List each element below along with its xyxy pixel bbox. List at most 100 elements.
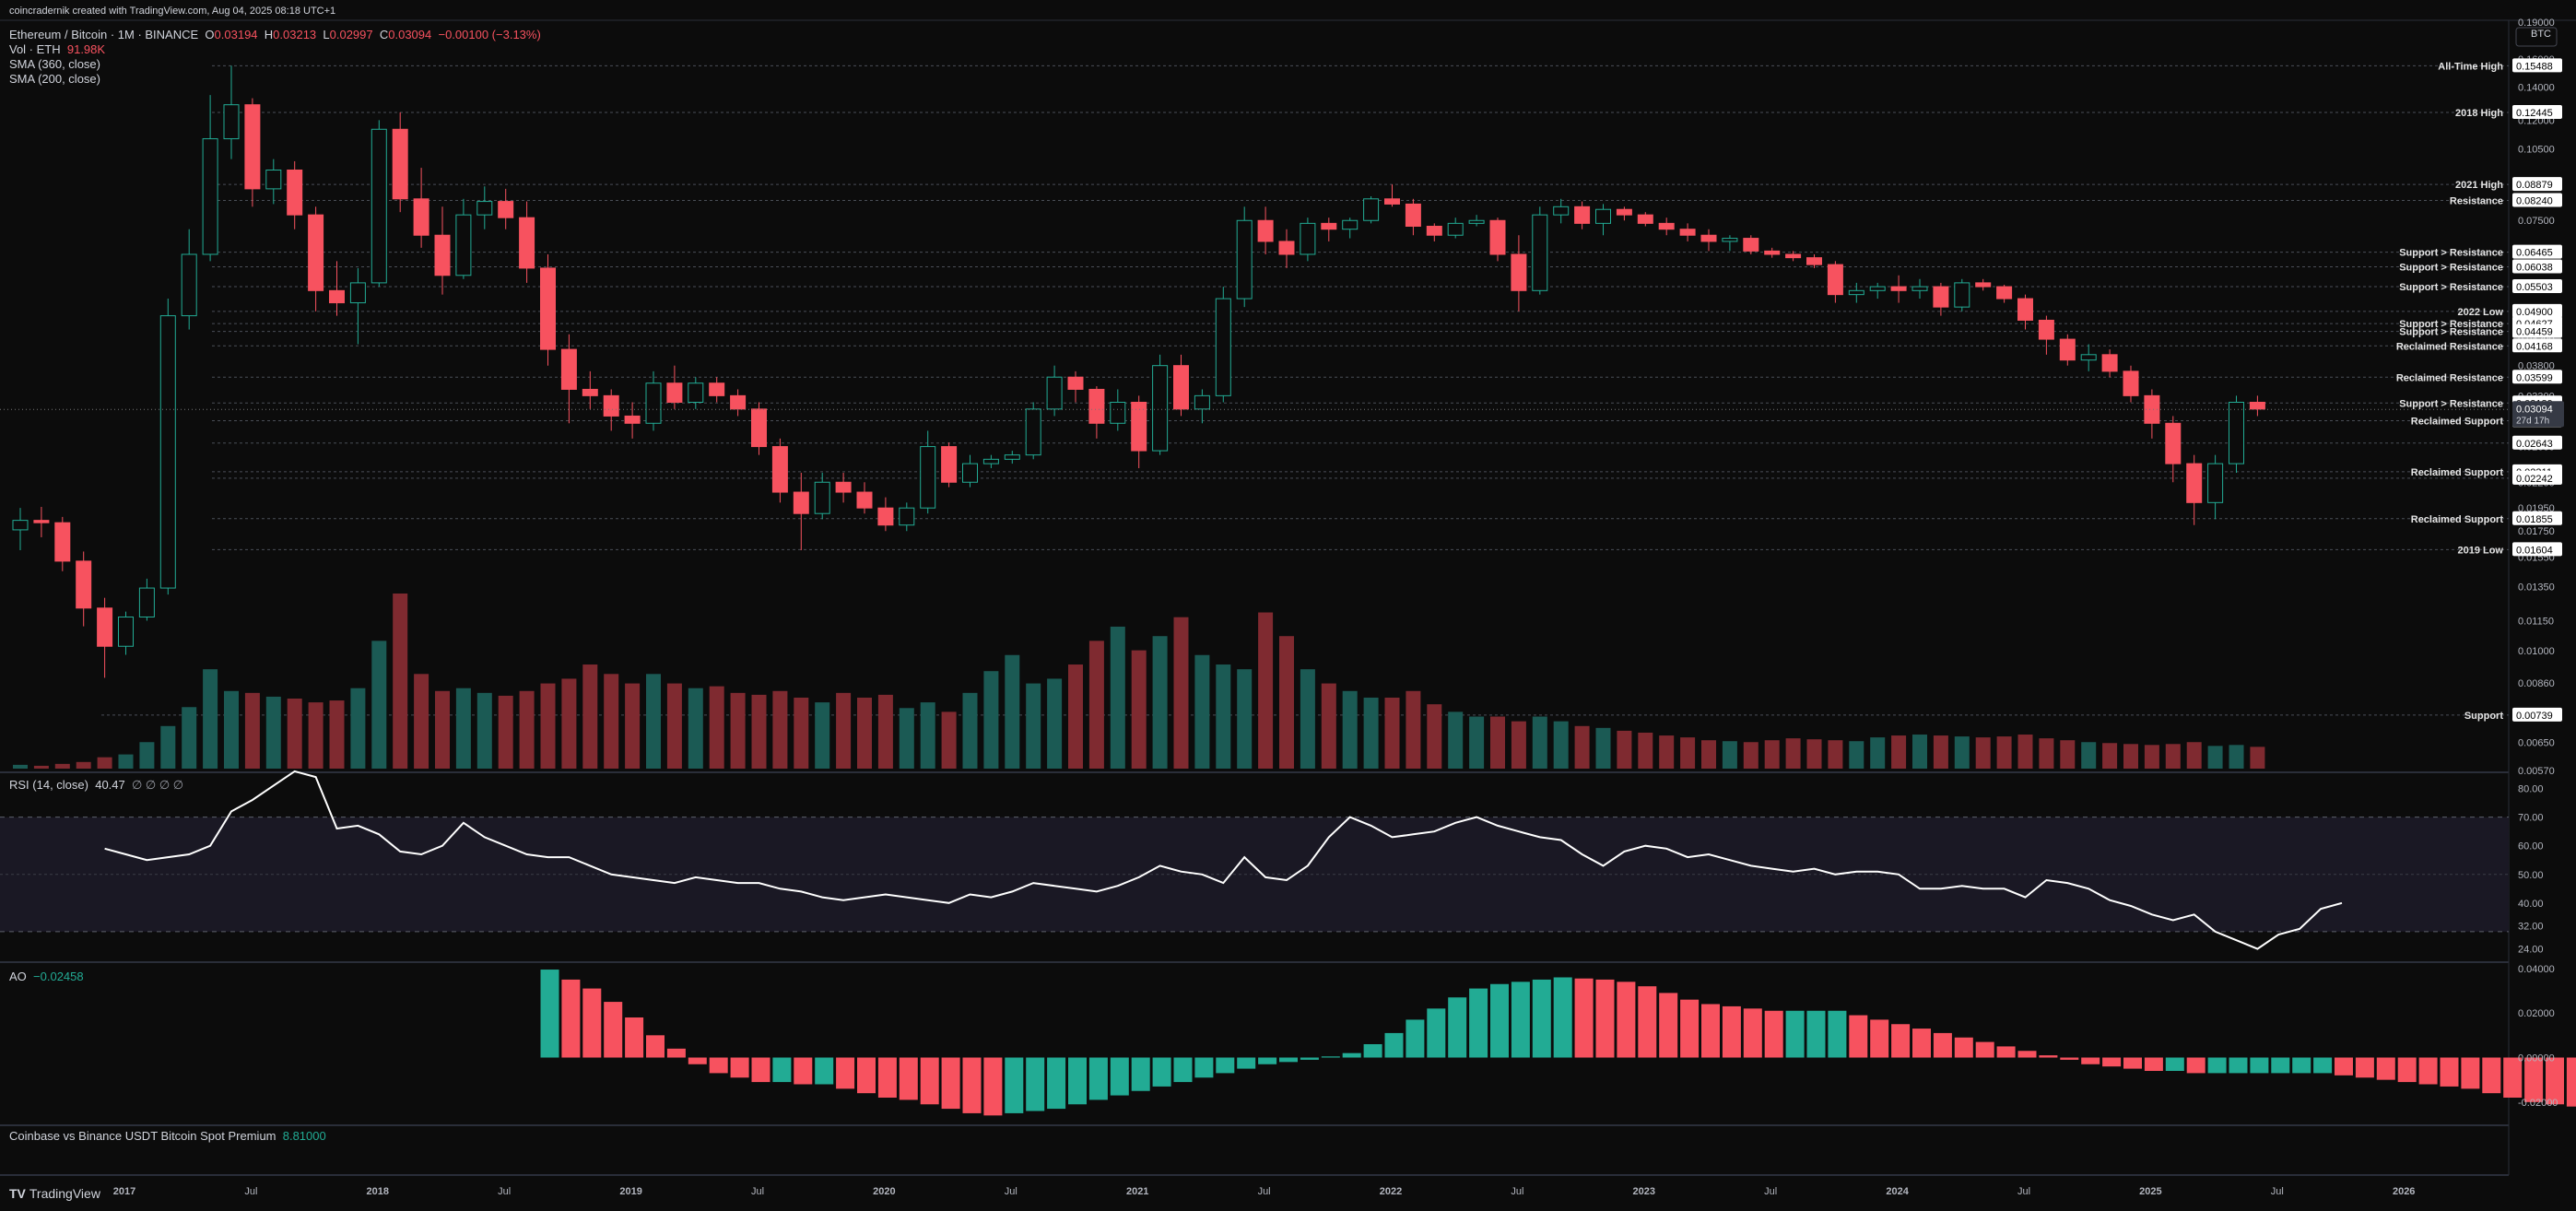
open-value: 0.03194	[214, 28, 258, 41]
ao-bar	[1722, 1005, 1741, 1058]
volume-bar	[76, 761, 91, 769]
volume-bar	[836, 692, 852, 769]
candle-body	[1046, 376, 1063, 410]
ao-bar	[582, 988, 602, 1058]
candle-body	[1426, 226, 1442, 236]
candle-body	[265, 170, 282, 190]
candle-body	[982, 458, 999, 464]
candle-body	[1173, 365, 1189, 410]
volume-bar	[1469, 716, 1485, 769]
candle-body	[1911, 286, 1928, 291]
ao-bar	[1279, 1057, 1298, 1063]
time-axis-tick: 2024	[1886, 1186, 1909, 1197]
level-lines: All-Time High 2018 High 2021 High Resistanc…	[101, 61, 2509, 722]
price-tag-text: 0.15488	[2516, 61, 2553, 72]
volume-bar	[1722, 741, 1737, 769]
candle-body	[1468, 219, 1485, 224]
price-tag	[2512, 511, 2562, 525]
current-price-text: 0.03094	[2516, 404, 2553, 415]
price-tag-text: 0.02643	[2516, 439, 2553, 450]
sma1-legend[interactable]: SMA (360, close)	[9, 57, 100, 71]
price-tag	[2512, 470, 2562, 485]
volume-legend[interactable]: Vol · ETH 91.98K	[9, 42, 105, 56]
volume-bar	[540, 683, 556, 769]
rsi-axis-tick: 70.00	[2518, 813, 2544, 824]
ao-bar	[625, 1017, 644, 1058]
candle-body	[1300, 222, 1316, 255]
tradingview-brand[interactable]: TV TradingView	[9, 1186, 100, 1201]
ao-bar	[1617, 982, 1636, 1058]
ao-bar	[2418, 1057, 2438, 1085]
time-axis[interactable]: 2017 Jul 2018 Jul 2019 Jul 2020 Jul 2021 Jul 2022 J…	[113, 27, 2558, 1197]
volume-bar	[962, 692, 978, 769]
price-tag	[2512, 193, 2562, 207]
candle-body	[603, 394, 619, 417]
candle-body	[1278, 241, 1295, 255]
sma2-legend[interactable]: SMA (200, close)	[9, 72, 100, 86]
ao-bar	[730, 1057, 749, 1078]
candle-body	[1616, 208, 1632, 216]
price-axis[interactable]: 0.190000.160000.140000.120000.105000.090…	[0, 18, 2564, 777]
volume-bar	[97, 757, 112, 769]
volume-bar	[1553, 721, 1569, 769]
price-axis-tick: 0.03800	[2518, 361, 2555, 372]
volume-bar	[287, 699, 302, 769]
rsi-legend[interactable]: RSI (14, close) 40.47 ∅ ∅ ∅ ∅	[9, 778, 183, 793]
volume-bar	[1891, 735, 1907, 769]
ao-bar	[561, 979, 581, 1058]
currency-label[interactable]: BTC	[2531, 29, 2551, 40]
candle-body	[138, 587, 155, 617]
price-tag	[2512, 177, 2562, 192]
price-tag	[2512, 58, 2562, 73]
candle-body	[392, 128, 408, 200]
price-tag-text: 0.06465	[2516, 248, 2553, 259]
rsi-axis-tick: 32.00	[2518, 922, 2544, 933]
candle-body	[1131, 401, 1147, 452]
open-label: O	[205, 28, 215, 41]
volume-bar	[1258, 612, 1274, 769]
ao-bar	[1849, 1015, 1868, 1058]
rsi-axis-tick: 50.00	[2518, 870, 2544, 881]
symbol-name[interactable]: Ethereum / Bitcoin · 1M · BINANCE	[9, 28, 199, 41]
candle-body	[181, 253, 197, 317]
price-axis-tick: 0.01350	[2518, 582, 2555, 593]
candle-body	[476, 201, 493, 216]
volume-bar	[2123, 744, 2138, 769]
candle-body	[1553, 206, 1570, 216]
volume-bar	[1933, 735, 1948, 769]
price-tag-text: 0.04900	[2516, 307, 2553, 318]
price-tag	[2512, 338, 2562, 353]
premium-legend[interactable]: Coinbase vs Binance USDT Bitcoin Spot Pr…	[9, 1129, 326, 1143]
ao-bar	[941, 1057, 960, 1110]
level-label: Support > Resistance	[2399, 248, 2503, 259]
volume-label: Vol · ETH	[9, 42, 61, 56]
price-axis-tick: 0.01750	[2518, 526, 2555, 537]
volume-bar	[1152, 636, 1168, 769]
volume-bar	[393, 594, 408, 769]
ao-bar	[1595, 979, 1615, 1058]
volume-bar	[435, 690, 450, 769]
candle-body	[455, 214, 472, 276]
ao-bar	[2440, 1057, 2459, 1087]
price-tag-text: 0.02242	[2516, 474, 2553, 485]
volume-bar	[1216, 664, 1231, 769]
ao-legend[interactable]: AO −0.02458	[9, 970, 84, 983]
ao-bar	[709, 1057, 728, 1074]
level-label: Reclaimed Support	[2411, 417, 2504, 428]
volume-bar	[1321, 683, 1336, 769]
candle-body	[1722, 238, 1738, 242]
time-axis-tick: 2022	[1380, 1186, 1402, 1197]
time-axis-tick: 2017	[113, 1186, 135, 1197]
ao-bar	[1088, 1057, 1108, 1100]
sma2-label: SMA (200, close)	[9, 72, 100, 86]
price-tag	[2512, 244, 2562, 259]
time-axis-tick: Jul	[1764, 1186, 1777, 1197]
ao-bar	[1216, 1057, 1235, 1074]
ohlc-legend[interactable]: Ethereum / Bitcoin · 1M · BINANCE O0.031…	[9, 28, 541, 41]
time-axis-tick: 2021	[1126, 1186, 1148, 1197]
candle-body	[1658, 222, 1675, 230]
candle-body	[1257, 219, 1274, 242]
